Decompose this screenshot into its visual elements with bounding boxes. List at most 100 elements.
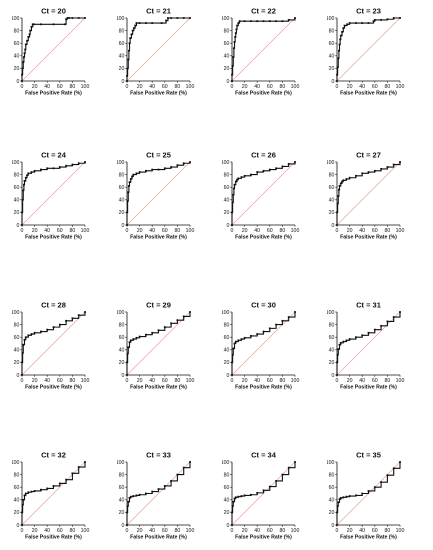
roc-point [386, 166, 389, 168]
roc-point [287, 316, 290, 318]
x-tick-label: 100 [291, 228, 300, 234]
roc-point [243, 174, 246, 177]
x-tick-label: 40 [254, 378, 260, 384]
roc-point [336, 202, 339, 205]
y-tick-label: 60 [119, 335, 125, 341]
roc-point [337, 188, 340, 191]
x-tick-label: 40 [359, 84, 365, 90]
y-tick-label: 40 [119, 348, 125, 354]
roc-point [336, 73, 338, 76]
roc-point [287, 18, 290, 21]
roc-point [231, 524, 233, 526]
x-axis-label: False Positive Rate (%) [340, 91, 397, 97]
roc-point [399, 311, 401, 313]
roc-point [170, 17, 172, 19]
roc-point [287, 466, 290, 469]
y-tick-label: 100 [222, 310, 230, 316]
roc-point [380, 168, 382, 170]
roc-point [243, 336, 246, 339]
roc-point [342, 27, 345, 29]
roc-point [342, 179, 345, 182]
roc-point [337, 348, 340, 351]
y-tick-label: 80 [329, 172, 335, 178]
roc-point [380, 324, 382, 327]
roc-point [189, 17, 191, 19]
y-tick-label: 20 [329, 360, 335, 366]
roc-point [233, 183, 236, 186]
y-tick-label: 80 [14, 172, 20, 178]
roc-point [71, 17, 74, 19]
roc-point [256, 171, 259, 173]
x-tick-label: 0 [231, 528, 234, 534]
y-tick-label: 60 [119, 41, 125, 47]
x-tick-label: 80 [175, 528, 181, 534]
y-tick-label: 0 [227, 79, 230, 85]
x-tick-label: 60 [267, 228, 273, 234]
roc-point [40, 168, 42, 171]
roc-point [27, 334, 30, 337]
y-tick-label: 80 [329, 28, 335, 34]
roc-point [234, 36, 237, 38]
chart-title: Ct = 34 [251, 451, 277, 460]
roc-point [84, 311, 86, 313]
x-tick-label: 80 [70, 84, 76, 90]
roc-point [21, 374, 23, 376]
roc-point [132, 173, 135, 176]
roc-point [23, 180, 26, 182]
roc-point [281, 319, 284, 322]
roc-point [237, 495, 240, 498]
y-tick-label: 100 [117, 16, 125, 22]
roc-point [52, 485, 55, 487]
roc-point [26, 174, 28, 177]
roc-point [399, 17, 401, 19]
roc-point [348, 22, 351, 24]
roc-point [250, 335, 252, 337]
roc-point [21, 352, 24, 354]
x-tick-label: 20 [137, 378, 143, 384]
roc-point [237, 339, 240, 342]
x-tick-label: 60 [162, 378, 168, 384]
y-tick-label: 0 [227, 223, 230, 229]
y-tick-label: 100 [117, 460, 125, 466]
roc-point [138, 493, 141, 496]
roc-point [336, 511, 338, 514]
roc-point [128, 341, 131, 344]
roc-point [138, 22, 141, 24]
y-tick-label: 100 [327, 16, 335, 22]
roc-point [367, 331, 370, 334]
x-tick-label: 20 [32, 378, 38, 384]
roc-point [339, 38, 342, 41]
x-tick-label: 40 [359, 528, 365, 534]
x-tick-label: 20 [32, 528, 38, 534]
y-tick-label: 20 [119, 66, 125, 72]
y-tick-label: 80 [329, 472, 335, 478]
y-tick-label: 0 [17, 523, 20, 529]
roc-point [294, 311, 296, 313]
roc-point [33, 490, 36, 492]
x-tick-label: 80 [385, 528, 391, 534]
roc-point [392, 467, 395, 470]
roc-point [65, 319, 67, 322]
x-tick-label: 0 [336, 528, 339, 534]
roc-point [126, 352, 129, 355]
roc-point [84, 161, 86, 163]
roc-point [336, 211, 338, 214]
roc-point [23, 338, 26, 341]
chart-title: Ct = 30 [251, 301, 276, 310]
roc-point [250, 493, 252, 496]
roc-point [21, 503, 24, 506]
y-tick-label: 60 [224, 485, 230, 491]
roc-point [126, 211, 128, 214]
roc-point [355, 336, 357, 339]
roc-point [22, 183, 25, 186]
roc-point [373, 18, 376, 21]
roc-point [157, 329, 160, 332]
x-tick-label: 80 [70, 378, 76, 384]
roc-point [243, 20, 246, 23]
y-tick-label: 60 [224, 41, 230, 47]
